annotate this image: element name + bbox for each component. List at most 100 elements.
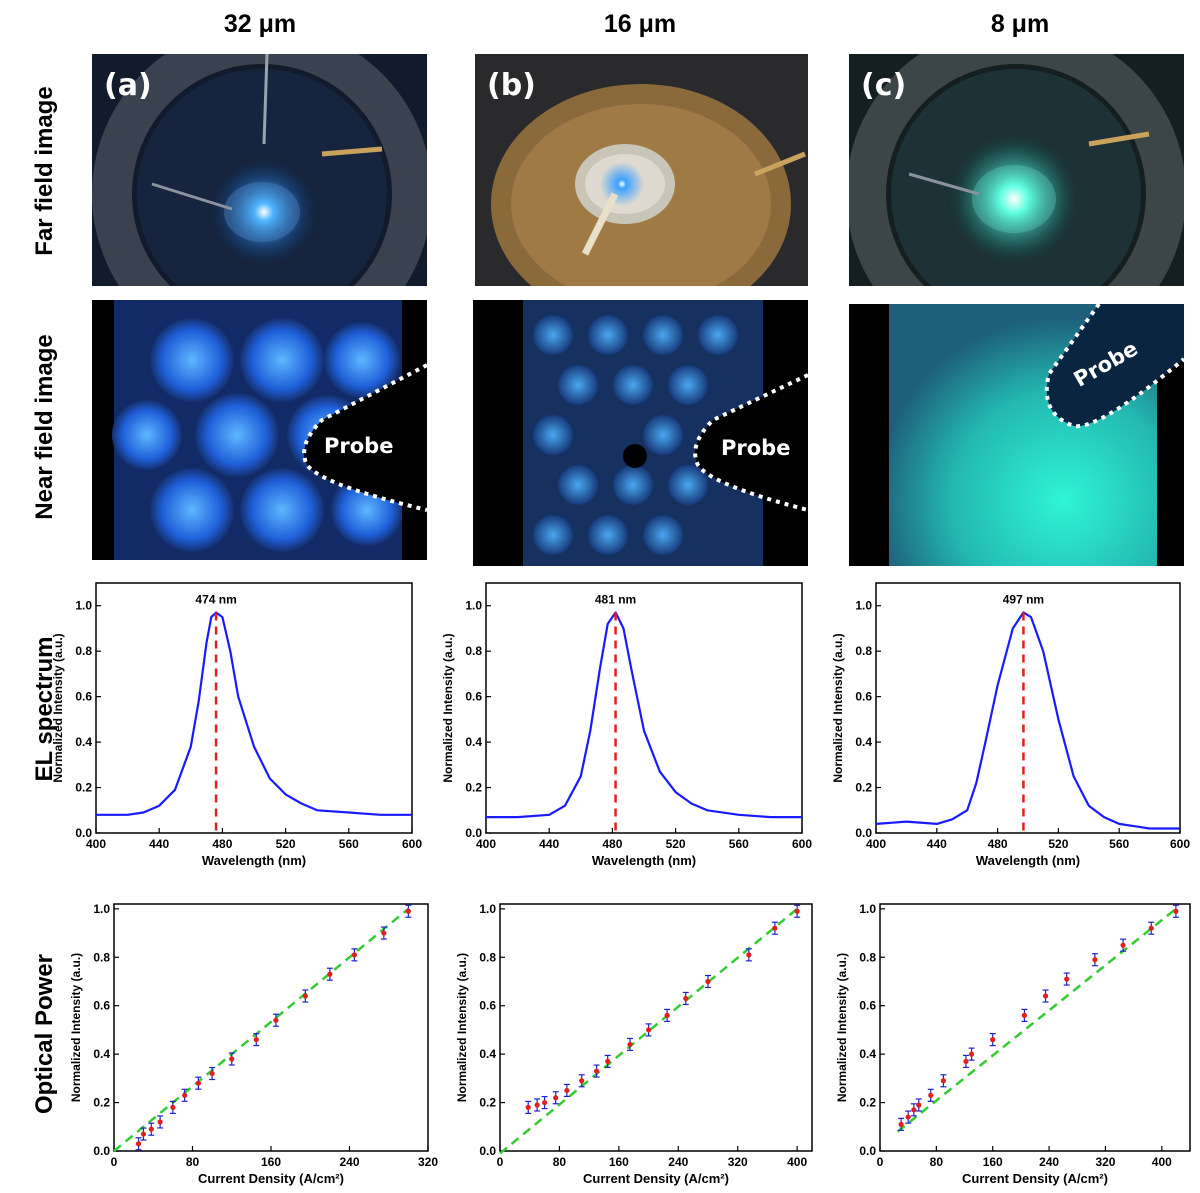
y-tick-label: 0.8 (479, 950, 496, 964)
data-point (1092, 957, 1098, 963)
x-tick-label: 480 (602, 837, 622, 851)
data-point (1064, 976, 1070, 982)
data-point (593, 1068, 600, 1074)
x-tick-label: 0 (877, 1155, 884, 1169)
linear-fit-line (113, 907, 410, 1152)
x-tick-label: 80 (930, 1155, 944, 1169)
data-point (898, 1121, 904, 1127)
x-tick-label: 560 (1109, 837, 1129, 851)
y-tick-label: 0.6 (93, 999, 110, 1013)
y-tick-label: 0.8 (465, 644, 482, 658)
far-field-photo-8um: (c) (849, 54, 1184, 286)
near-field-photo-8um: Probe (849, 304, 1184, 566)
y-tick-label: 0.2 (855, 781, 872, 795)
x-tick-label: 80 (553, 1155, 567, 1169)
x-tick-label: 400 (86, 837, 106, 851)
x-tick-label: 0 (497, 1155, 504, 1169)
data-point (928, 1092, 934, 1098)
x-tick-label: 480 (988, 837, 1008, 851)
data-point (351, 952, 358, 958)
y-tick-label: 0.8 (859, 950, 876, 964)
data-point (905, 1114, 911, 1120)
y-tick-label: 0.4 (855, 735, 872, 749)
data-point (195, 1080, 201, 1086)
y-tick-label: 0.2 (75, 781, 92, 795)
spectrum-line (96, 611, 412, 816)
el-spectrum-chart-8um: 400 440 480 520 560 600 0.0 0.2 0.4 0.6 0.8 1.0 Wave… (831, 582, 1190, 868)
x-axis-label: Wavelength (nm) (202, 853, 306, 868)
optical-power-chart-32um: 0 80 160 240 320 0.0 0.2 0.4 0.6 0.8 1.0 Current De… (69, 902, 438, 1186)
y-tick-label: 0.4 (859, 1047, 876, 1061)
data-point (229, 1056, 235, 1062)
y-tick-label: 0.0 (465, 826, 482, 840)
linear-fit-line (499, 907, 798, 1155)
peak-label: 497 nm (1003, 593, 1044, 607)
y-tick-label: 0.0 (479, 1144, 496, 1158)
y-tick-label: 0.8 (75, 644, 92, 658)
data-point (1120, 942, 1126, 948)
data-point (302, 993, 308, 999)
spectrum-line (875, 611, 1180, 830)
y-tick-label: 0.0 (855, 826, 872, 840)
probe-label-16um: Probe (721, 436, 791, 460)
x-axis-label: Current Density (A/cm²) (962, 1171, 1108, 1186)
x-tick-label: 520 (276, 837, 296, 851)
data-point (1148, 925, 1154, 931)
optical-power-chart-8um: 0 80 160 240 320 400 0.0 0.2 0.4 0.6 0.8 1.0 Current… (835, 902, 1191, 1186)
data-point (1173, 908, 1179, 914)
data-point (990, 1037, 996, 1043)
data-point (705, 978, 711, 985)
y-axis-label: Normalized Intensity (a.u.) (831, 633, 845, 782)
far-field-photo-32um: (a) (92, 54, 427, 286)
y-tick-label: 0.0 (93, 1144, 110, 1158)
y-tick-label: 0.0 (75, 826, 92, 840)
data-point (135, 1141, 142, 1147)
x-tick-label: 160 (261, 1155, 281, 1169)
x-tick-label: 320 (418, 1155, 438, 1169)
data-point (381, 930, 387, 936)
peak-label: 474 nm (195, 593, 236, 607)
y-tick-label: 1.0 (93, 902, 110, 916)
x-axis-label: Wavelength (nm) (976, 853, 1080, 868)
row-label-far-field: Far field image (31, 86, 58, 256)
data-point (541, 1099, 548, 1106)
data-point (579, 1078, 585, 1084)
x-axis-label: Current Density (A/cm²) (583, 1171, 729, 1186)
data-point (1021, 1012, 1028, 1018)
plot-frame (95, 582, 413, 834)
x-tick-label: 440 (539, 837, 559, 851)
data-point (772, 925, 778, 931)
data-point (273, 1017, 279, 1023)
x-tick-label: 600 (792, 837, 812, 851)
y-tick-label: 0.6 (465, 690, 482, 704)
linear-fit-line (896, 907, 1177, 1133)
x-tick-label: 240 (1039, 1155, 1059, 1169)
data-point (170, 1104, 176, 1111)
column-heading-16um: 16 μm (603, 10, 677, 38)
y-tick-label: 0.6 (859, 999, 876, 1013)
x-axis-label: Wavelength (nm) (592, 853, 696, 868)
y-tick-label: 0.6 (75, 690, 92, 704)
data-point (683, 995, 689, 1002)
y-axis-label: Normalized Intensity (a.u.) (455, 953, 469, 1102)
data-point (746, 952, 752, 958)
data-point (664, 1012, 670, 1018)
y-axis-label: Normalized Intensity (a.u.) (51, 633, 65, 782)
plot-frame (499, 903, 813, 1152)
x-tick-label: 400 (866, 837, 886, 851)
x-tick-label: 400 (787, 1155, 807, 1169)
y-tick-label: 1.0 (479, 902, 496, 916)
y-tick-label: 1.0 (75, 599, 92, 613)
panel-tag-a: (a) (104, 68, 152, 103)
panel-tag-b: (b) (487, 68, 536, 103)
y-tick-label: 0.4 (93, 1047, 110, 1061)
data-point (148, 1126, 154, 1132)
y-tick-label: 0.4 (75, 735, 92, 749)
column-heading-8um: 8 μm (990, 10, 1050, 38)
x-tick-label: 320 (728, 1155, 748, 1169)
data-point (182, 1092, 188, 1098)
near-field-photo-16um: Probe (473, 300, 808, 566)
y-tick-label: 0.4 (479, 1047, 496, 1061)
y-tick-label: 0.8 (93, 950, 110, 964)
data-point (140, 1131, 147, 1137)
